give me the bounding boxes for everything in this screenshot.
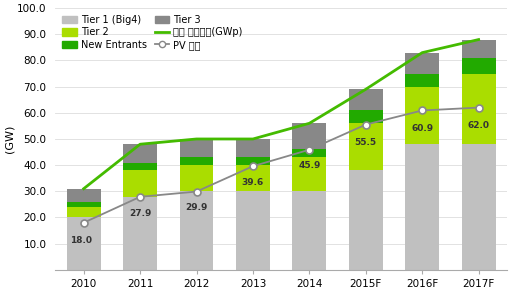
Bar [67,207,101,217]
Bar [67,217,101,270]
Bar [179,157,214,165]
Y-axis label: (GW): (GW) [4,125,14,153]
Bar [179,139,214,157]
Bar [405,87,439,144]
Bar [292,157,327,191]
Bar [67,202,101,207]
Bar [349,110,383,123]
Bar [179,165,214,191]
Text: 55.5: 55.5 [355,138,377,147]
Bar [236,165,270,191]
Bar [123,144,157,163]
Text: 27.9: 27.9 [129,209,151,218]
Bar [462,40,496,58]
Bar [405,144,439,270]
Bar [462,58,496,74]
Bar [405,53,439,74]
Bar [236,157,270,165]
Bar [462,144,496,270]
Bar [349,171,383,270]
Bar [123,163,157,171]
Bar [292,123,327,149]
Text: 18.0: 18.0 [70,236,92,245]
Text: 60.9: 60.9 [411,124,433,132]
Text: 62.0: 62.0 [468,121,490,130]
Bar [462,74,496,144]
Bar [292,191,327,270]
Text: 45.9: 45.9 [298,161,320,171]
Bar [349,123,383,171]
Text: 29.9: 29.9 [185,203,207,212]
Bar [236,139,270,157]
Bar [292,149,327,157]
Bar [349,89,383,110]
Bar [123,197,157,270]
Bar [236,191,270,270]
Bar [123,171,157,197]
Bar [179,191,214,270]
Legend: Tier 1 (Big4), Tier 2, New Entrants, Tier 3, 불리 생산능력(GWp), PV 수요: Tier 1 (Big4), Tier 2, New Entrants, Tie… [60,13,244,52]
Bar [67,189,101,202]
Bar [405,74,439,87]
Text: 39.6: 39.6 [242,178,264,187]
